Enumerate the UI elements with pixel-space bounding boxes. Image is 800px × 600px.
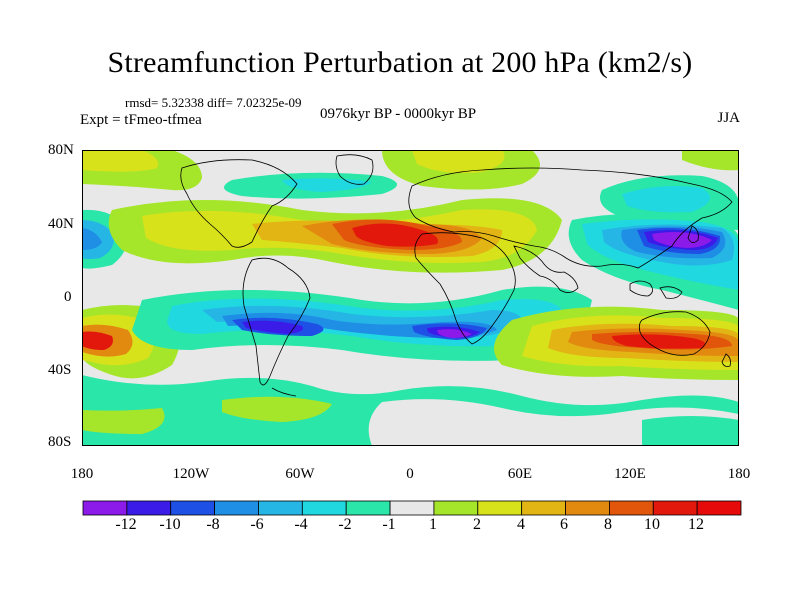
colorbar-label: 1	[429, 516, 437, 533]
colorbar-swatch	[521, 500, 566, 516]
lon-tick-120e: 120E	[614, 466, 646, 482]
colorbar	[82, 500, 742, 516]
contour-eurasia-positive	[382, 150, 540, 190]
contour-map	[82, 150, 739, 446]
lon-tick-0: 0	[406, 466, 414, 482]
lon-tick-60w: 60W	[285, 466, 315, 482]
colorbar-swatch	[170, 500, 216, 516]
lat-tick-40s: 40S	[48, 362, 72, 378]
contour-southern-negative-belt	[132, 286, 592, 361]
lon-tick-60e: 60E	[507, 466, 533, 482]
period-label: 0976kyr BP - 0000kyr BP	[320, 106, 477, 122]
colorbar-swatch	[696, 500, 742, 516]
colorbar-label: 2	[473, 516, 481, 533]
colorbar-swatch	[477, 500, 523, 516]
colorbar-swatch	[82, 500, 128, 516]
colorbar-swatch	[609, 500, 654, 516]
lon-tick-180w: 180	[70, 466, 94, 482]
contour-north-pacific-negative	[568, 213, 739, 310]
lat-tick-80s: 80S	[48, 434, 72, 450]
colorbar-swatch	[345, 500, 391, 516]
colorbar-label: -12	[115, 516, 137, 533]
colorbar-swatch	[565, 500, 610, 516]
contour-north-arctic-positive	[82, 150, 202, 191]
colorbar-swatch	[301, 500, 347, 516]
colorbar-label: 6	[560, 516, 568, 533]
colorbar-label: 4	[517, 516, 525, 533]
colorbar-swatch	[214, 500, 259, 516]
contour-arctic-right-positive	[682, 150, 739, 171]
colorbar-swatch	[433, 500, 479, 516]
colorbar-label: -2	[338, 516, 352, 533]
plot-title: Streamfunction Perturbation at 200 hPa (…	[107, 46, 693, 79]
contour-north-atlantic-negative	[224, 172, 397, 199]
experiment-label: Expt = tFmeo-tfmea	[80, 112, 202, 128]
season-label: JJA	[717, 110, 740, 126]
colorbar-label: -8	[206, 516, 220, 533]
map-frame	[82, 150, 739, 446]
lon-tick-120w: 120W	[172, 466, 210, 482]
colorbar-label: 10	[644, 516, 660, 533]
lat-tick-0: 0	[64, 289, 72, 305]
colorbar-swatch	[652, 500, 698, 516]
colorbar-swatch	[258, 500, 303, 516]
lat-tick-80n: 80N	[48, 142, 74, 158]
colorbar-label: -4	[294, 516, 308, 533]
coastlines	[180, 154, 733, 397]
contour-africa-positive	[108, 198, 563, 273]
colorbar-swatch	[126, 500, 172, 516]
stats-text: rmsd= 5.32338 diff= 7.02325e-09	[125, 95, 302, 110]
colorbar-label: 8	[604, 516, 612, 533]
contour-southern-ocean-bands	[82, 375, 739, 446]
lat-tick-40n: 40N	[48, 216, 74, 232]
colorbar-label: -10	[159, 516, 181, 533]
lon-tick-180e: 180	[727, 466, 751, 482]
colorbar-label: -6	[250, 516, 264, 533]
colorbar-label: 12	[688, 516, 704, 533]
colorbar-swatch	[389, 500, 435, 516]
colorbar-label: -1	[382, 516, 396, 533]
contour-indo-pacific-positive	[494, 306, 739, 380]
